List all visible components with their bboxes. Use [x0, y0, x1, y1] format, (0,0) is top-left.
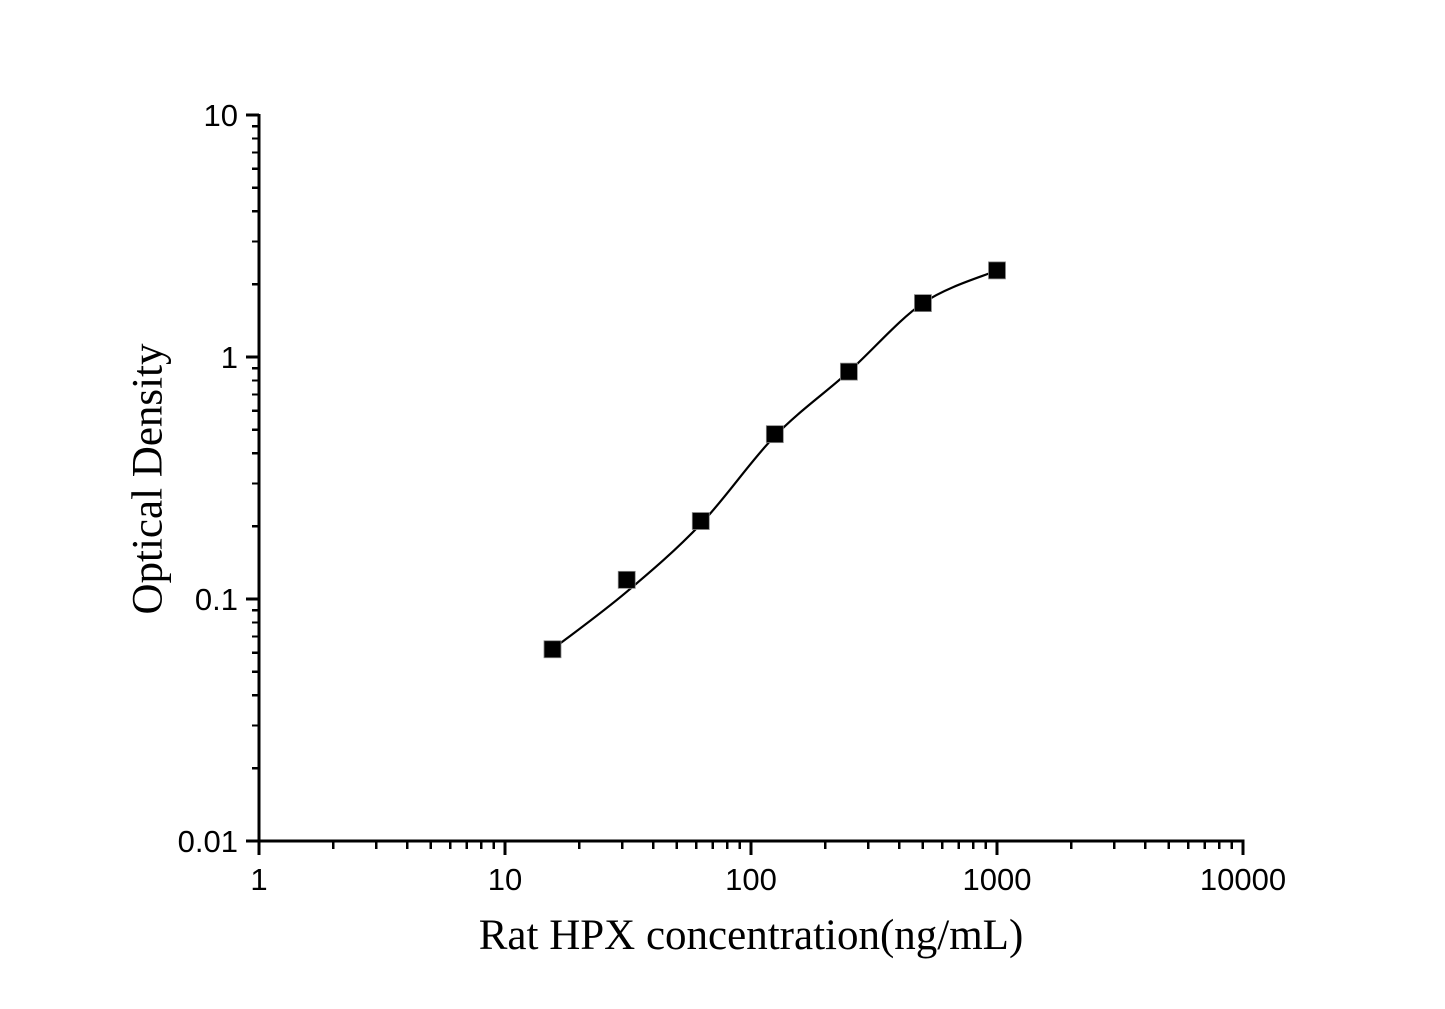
x-tick-label: 1000 — [963, 862, 1032, 897]
x-tick-label: 10 — [488, 862, 522, 897]
y-tick-label: 1 — [221, 340, 238, 375]
x-tick-label: 10000 — [1200, 862, 1286, 897]
data-point-marker — [765, 425, 784, 444]
y-tick-label: 0.1 — [195, 582, 238, 617]
data-point-marker — [543, 640, 562, 659]
data-point-marker — [617, 570, 636, 589]
axes — [257, 114, 1245, 843]
data-points — [543, 261, 1006, 659]
y-axis-title: Optical Density — [124, 343, 172, 615]
y-axis-ticks: 0.01 0.1 1 10 — [178, 98, 259, 859]
x-axis-ticks: 1 10 100 1000 10000 — [250, 841, 1286, 897]
x-tick-label: 1 — [250, 862, 267, 897]
x-tick-label: 100 — [725, 862, 777, 897]
y-tick-label: 0.01 — [178, 824, 238, 859]
standard-curve-line — [551, 269, 999, 651]
data-point-marker — [839, 362, 858, 381]
data-point-marker — [914, 294, 932, 313]
data-point-marker — [988, 261, 1006, 280]
data-point-marker — [691, 512, 710, 530]
y-tick-label: 10 — [204, 98, 238, 133]
x-axis-title: Rat HPX concentration(ng/mL) — [478, 912, 1024, 959]
